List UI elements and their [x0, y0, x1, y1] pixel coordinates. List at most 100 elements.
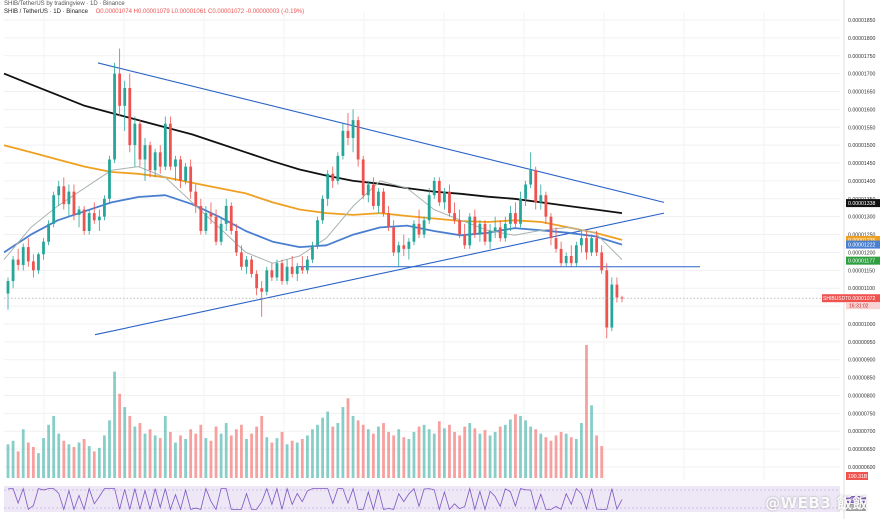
countdown-text: 16:31:02: [849, 304, 869, 310]
candle-body: [234, 230, 238, 253]
volume-bar: [37, 453, 40, 478]
price-tick-label: 0.00001150: [848, 268, 875, 274]
volume-bar: [72, 446, 76, 478]
volume-bar: [21, 429, 25, 478]
volume-bar: [437, 421, 441, 478]
candle-body: [128, 87, 132, 146]
candle-body: [143, 145, 147, 160]
candle-body: [453, 213, 456, 221]
volume-bar: [194, 433, 198, 478]
volume-bar: [361, 424, 365, 478]
candle-body: [595, 238, 599, 253]
volume-bar: [77, 442, 81, 478]
watermark: @WEB3 飯飯: [765, 494, 868, 512]
rsi-line: [7, 487, 623, 511]
candle-body: [397, 245, 401, 253]
candle-body: [148, 145, 152, 171]
candle-body: [260, 288, 264, 292]
candle-body: [153, 152, 157, 171]
volume-bar: [42, 438, 45, 478]
price-tick-label: 0.00000700: [848, 429, 876, 435]
volume-bar: [590, 405, 593, 478]
volume-bar: [549, 440, 553, 478]
candle-body: [138, 123, 142, 160]
price-tick-label: 0.00001000: [848, 322, 876, 328]
candle-body: [209, 213, 213, 217]
candle-body: [488, 230, 492, 242]
chart-header: SHIB/TetherUS by tradingview · 1D · Bina…: [4, 0, 644, 17]
volume-bar: [574, 438, 578, 478]
price-label-text: 0.00001072: [848, 296, 876, 302]
volume-bar: [346, 398, 350, 478]
candle-body: [245, 259, 248, 267]
price-tick-label: 0.00001550: [848, 125, 876, 131]
candle-body: [549, 216, 553, 239]
volume-bar: [103, 435, 106, 478]
candle-body: [564, 256, 568, 264]
candle-body: [417, 223, 421, 235]
candle-body: [163, 123, 167, 167]
price-tick-label: 0.00000650: [848, 447, 876, 453]
candle-body: [47, 223, 50, 242]
price-tick-label: 0.00001100: [848, 286, 875, 292]
countdown-box: [846, 302, 880, 310]
ascending-trendline: [94, 212, 665, 336]
volume-bar: [326, 411, 330, 478]
volume-bar: [336, 423, 340, 478]
volume-bar: [397, 429, 401, 478]
candle-body: [503, 223, 507, 239]
volume-bar: [174, 442, 177, 478]
candle-body: [524, 184, 527, 199]
volume-bar: [52, 415, 56, 478]
candle-body: [382, 191, 385, 214]
volume-bar: [143, 433, 147, 478]
candle-body: [590, 238, 593, 253]
volume-bar: [163, 415, 167, 478]
volume-bar: [524, 420, 527, 478]
volume-bar: [204, 438, 208, 478]
volume-bar: [57, 433, 61, 478]
volume-bar: [179, 435, 182, 478]
candle-body: [473, 216, 477, 235]
volume-bar: [240, 424, 243, 478]
candle-body: [300, 266, 304, 271]
candle-body: [270, 270, 274, 278]
candle-body: [31, 261, 35, 271]
candle-body: [351, 120, 355, 139]
candle-body: [21, 247, 25, 265]
header-symbol-row: SHIB / TetherUS · 1D · Binance O0.000010…: [4, 8, 644, 17]
candle-body: [305, 259, 309, 271]
candle-body: [113, 73, 116, 160]
volume-bar: [544, 437, 548, 478]
price-tick-label: 0.00001400: [848, 179, 876, 185]
volume-bar: [275, 438, 279, 478]
candle-body: [123, 87, 127, 106]
price-tick-label: 0.00001300: [848, 215, 876, 221]
rsi-pane-background: [4, 486, 840, 512]
volume-bar: [295, 442, 299, 478]
candle-body: [219, 223, 223, 242]
candle-body: [402, 245, 406, 249]
volume-bar: [280, 431, 284, 478]
candle-body: [387, 213, 390, 228]
rsi-label-text: 35.31: [848, 498, 861, 504]
volume-bar: [539, 433, 543, 478]
volume-bar: [311, 429, 314, 478]
candle-body: [371, 184, 375, 206]
descending-trendline: [97, 62, 665, 203]
price-label-box: [846, 256, 880, 265]
candle-body: [103, 198, 106, 217]
price-label-box: [846, 199, 880, 208]
volume-bar: [290, 440, 294, 478]
price-tick-label: 0.00001200: [848, 250, 876, 256]
volume-bar: [229, 435, 233, 478]
volume-bar: [255, 426, 259, 478]
volume-bar: [138, 423, 142, 478]
volume-bar: [224, 423, 228, 478]
volume-bar: [158, 438, 162, 478]
volume-bar: [417, 426, 421, 478]
candle-body: [37, 254, 40, 271]
price-label-box: [846, 294, 880, 303]
price-tick-label: 0.00001600: [848, 107, 876, 113]
